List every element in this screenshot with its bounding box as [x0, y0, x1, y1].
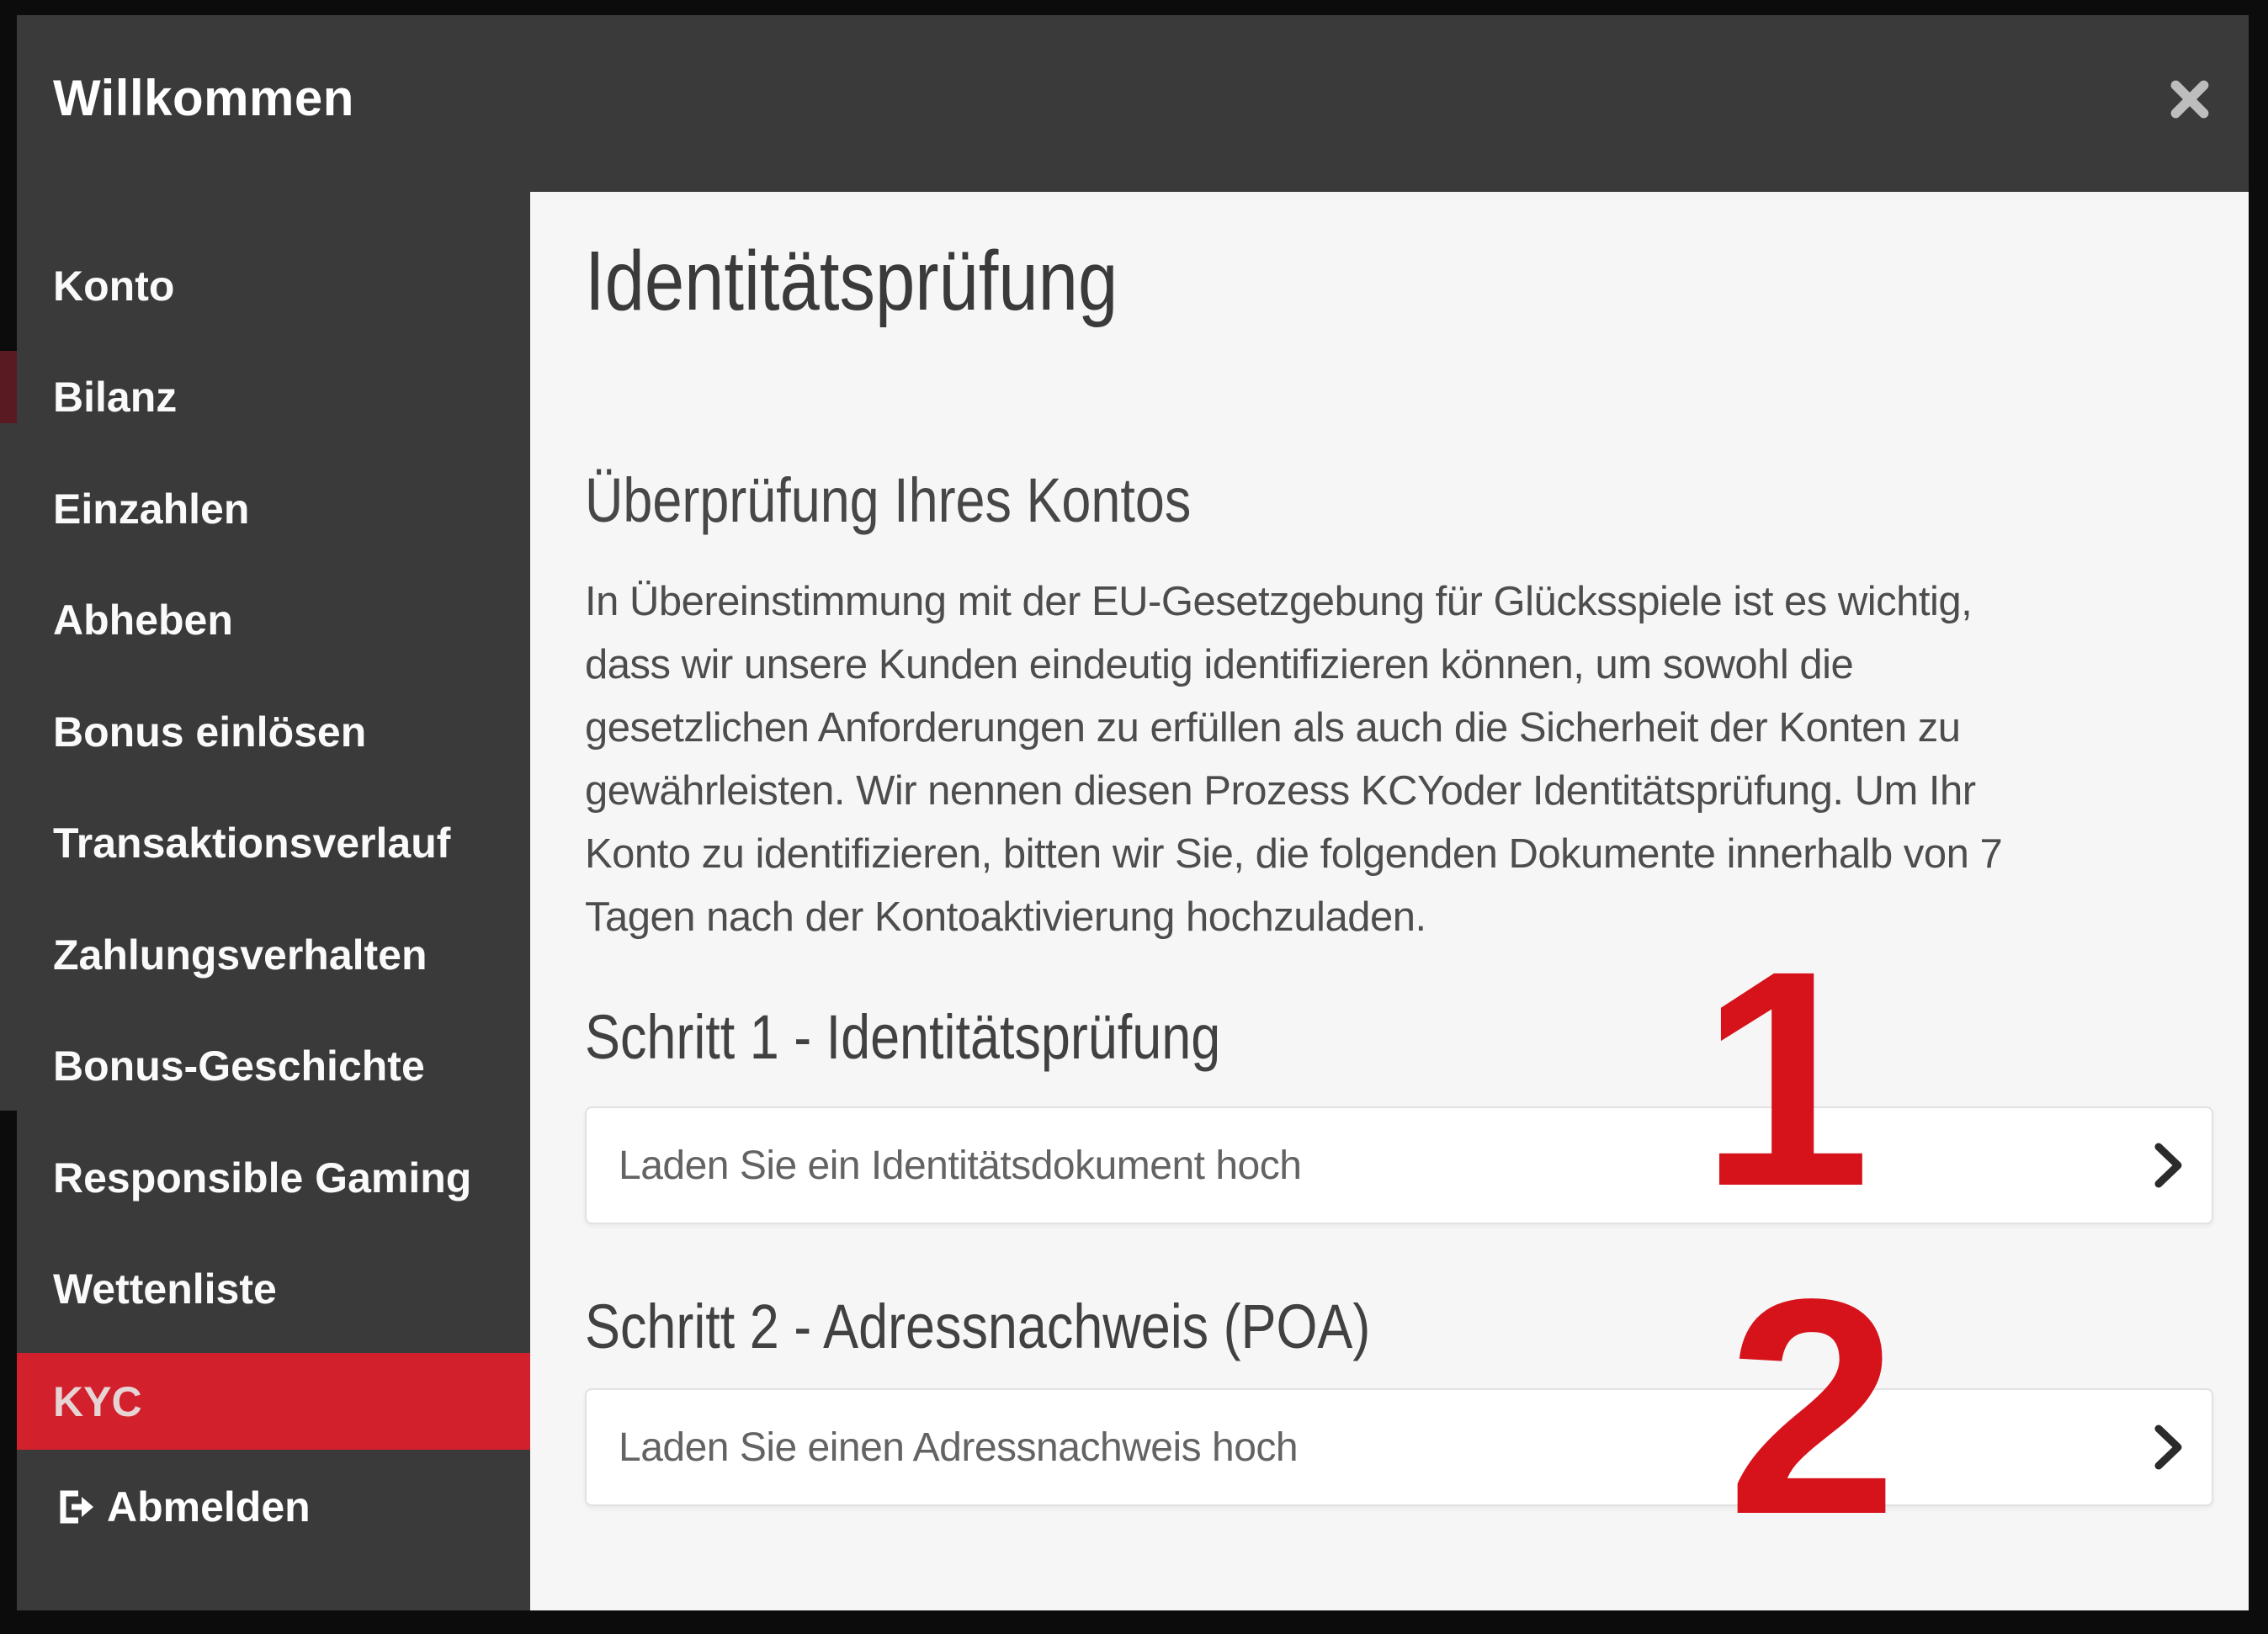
upload-address-placeholder: Laden Sie einen Adressnachweis hoch: [619, 1424, 1299, 1470]
sidebar-item-einzahlen[interactable]: Einzahlen: [53, 485, 250, 533]
sidebar-item-abheben[interactable]: Abheben: [53, 597, 233, 644]
background-page-sliver-gray: [0, 423, 17, 1111]
chevron-right-icon: [2154, 1142, 2183, 1189]
step2-number-annotation: 2: [1727, 1236, 1898, 1578]
close-icon: [2169, 78, 2211, 125]
modal-title: Willkommen: [53, 70, 354, 126]
sidebar-item-zahlungsverhalten[interactable]: Zahlungsverhalten: [53, 931, 428, 979]
step1-heading: Schritt 1 - Identitätsprüfung: [585, 1002, 1221, 1072]
background-page-sliver-maroon: [0, 351, 17, 423]
sidebar-item-responsible-gaming[interactable]: Responsible Gaming: [53, 1154, 472, 1202]
upload-identity-placeholder: Laden Sie ein Identitätsdokument hoch: [619, 1143, 1302, 1188]
verification-description: In Übereinstimmung mit der EU-Gesetzgebu…: [585, 579, 2003, 940]
sidebar-item-kyc-active[interactable]: KYC: [17, 1353, 530, 1450]
sidebar-item-bonus-geschichte[interactable]: Bonus-Geschichte: [53, 1042, 425, 1090]
sidebar-item-wettenliste[interactable]: Wettenliste: [53, 1265, 277, 1313]
upload-address-proof-row[interactable]: Laden Sie einen Adressnachweis hoch: [585, 1388, 2213, 1506]
content-panel: [530, 192, 2249, 1610]
chevron-right-icon: [2154, 1424, 2183, 1471]
sidebar-item-transaktionsverlauf[interactable]: Transaktionsverlauf: [53, 820, 451, 867]
page-title: Identitätsprüfung: [585, 234, 1118, 328]
sidebar-item-bonus-einloesen[interactable]: Bonus einlösen: [53, 708, 367, 756]
logout-button[interactable]: Abmelden: [53, 1483, 311, 1531]
step2-heading: Schritt 2 - Adressnachweis (POA): [585, 1292, 1371, 1361]
sidebar-item-konto[interactable]: Konto: [53, 263, 175, 310]
sidebar-item-kyc-label: KYC: [53, 1377, 142, 1425]
sidebar-item-bilanz[interactable]: Bilanz: [53, 374, 178, 421]
step1-number-annotation: 1: [1700, 908, 1871, 1250]
logout-icon: [53, 1487, 93, 1527]
close-button[interactable]: [2163, 74, 2217, 128]
section-heading: Überprüfung Ihres Kontos: [585, 465, 1192, 535]
upload-identity-document-row[interactable]: Laden Sie ein Identitätsdokument hoch: [585, 1106, 2213, 1224]
logout-label: Abmelden: [107, 1483, 311, 1531]
